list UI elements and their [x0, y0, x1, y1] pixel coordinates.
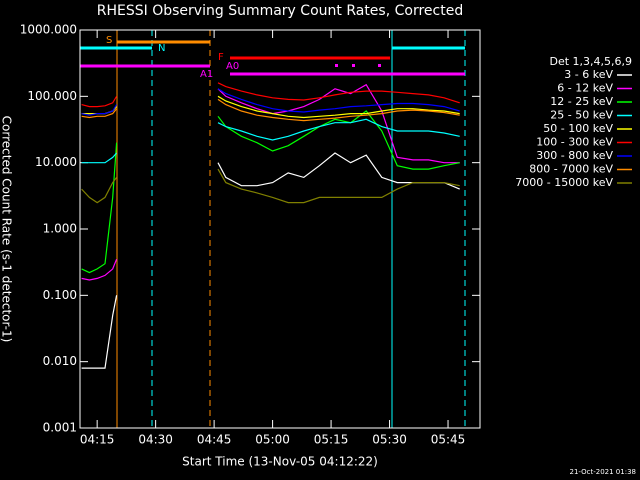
- y-tick-label: 0.010: [43, 354, 77, 368]
- flag-label: A1: [200, 69, 213, 80]
- legend-label: 25 - 50 keV: [550, 109, 613, 122]
- flag-dot: [335, 64, 338, 67]
- x-tick-label: 05:30: [372, 433, 407, 447]
- y-tick-label: 10.000: [35, 155, 77, 169]
- y-tick-label: 1000.000: [20, 23, 77, 37]
- x-tick-label: 04:30: [138, 433, 173, 447]
- flag-dot: [352, 64, 355, 67]
- flag-label: S: [106, 35, 112, 46]
- y-axis-title: Corrected Count Rate (s-1 detector-1): [0, 116, 14, 343]
- series-line: [81, 88, 460, 116]
- legend-label: 800 - 7000 keV: [529, 163, 613, 176]
- plot-frame: [79, 29, 481, 429]
- x-tick-label: 05:15: [314, 433, 349, 447]
- y-tick-label: 1.000: [43, 222, 77, 236]
- flag-label: F: [218, 52, 224, 63]
- legend-label: 100 - 300 keV: [536, 136, 613, 149]
- chart-title: RHESSI Observing Summary Count Rates, Co…: [97, 3, 463, 19]
- series-line: [81, 110, 460, 274]
- series-line: [81, 118, 460, 164]
- series-line: [81, 83, 460, 281]
- y-tick-label: 100.000: [27, 89, 77, 103]
- series-line: [81, 152, 460, 369]
- x-tick-label: 05:00: [255, 433, 290, 447]
- series-line: [81, 82, 460, 108]
- x-axis-title: Start Time (13-Nov-05 04:12:22): [182, 455, 378, 469]
- footer: 21-Oct-2021 01:38: [570, 468, 636, 476]
- series-line: [81, 98, 460, 122]
- y-tick-label: 0.100: [43, 288, 77, 302]
- x-tick-label: 05:45: [431, 433, 466, 447]
- flag-label: A0: [226, 61, 239, 72]
- flags: [80, 30, 466, 428]
- flag-dot: [378, 64, 381, 67]
- legend-label: 6 - 12 keV: [557, 82, 613, 95]
- legend-label: 12 - 25 keV: [550, 95, 613, 108]
- flag-label: N: [158, 43, 165, 54]
- legend-label: 300 - 800 keV: [536, 149, 613, 162]
- series-line: [81, 95, 460, 119]
- series-line: [81, 168, 460, 204]
- x-tick-label: 04:45: [197, 433, 232, 447]
- legend-title: Det 1,3,4,5,6,9: [549, 55, 632, 68]
- x-tick-label: 04:15: [80, 433, 115, 447]
- legend-label: 50 - 100 keV: [543, 122, 613, 135]
- legend-label: 7000 - 15000 keV: [515, 176, 613, 189]
- y-tick-label: 0.001: [43, 421, 77, 435]
- legend-label: 3 - 6 keV: [564, 68, 613, 81]
